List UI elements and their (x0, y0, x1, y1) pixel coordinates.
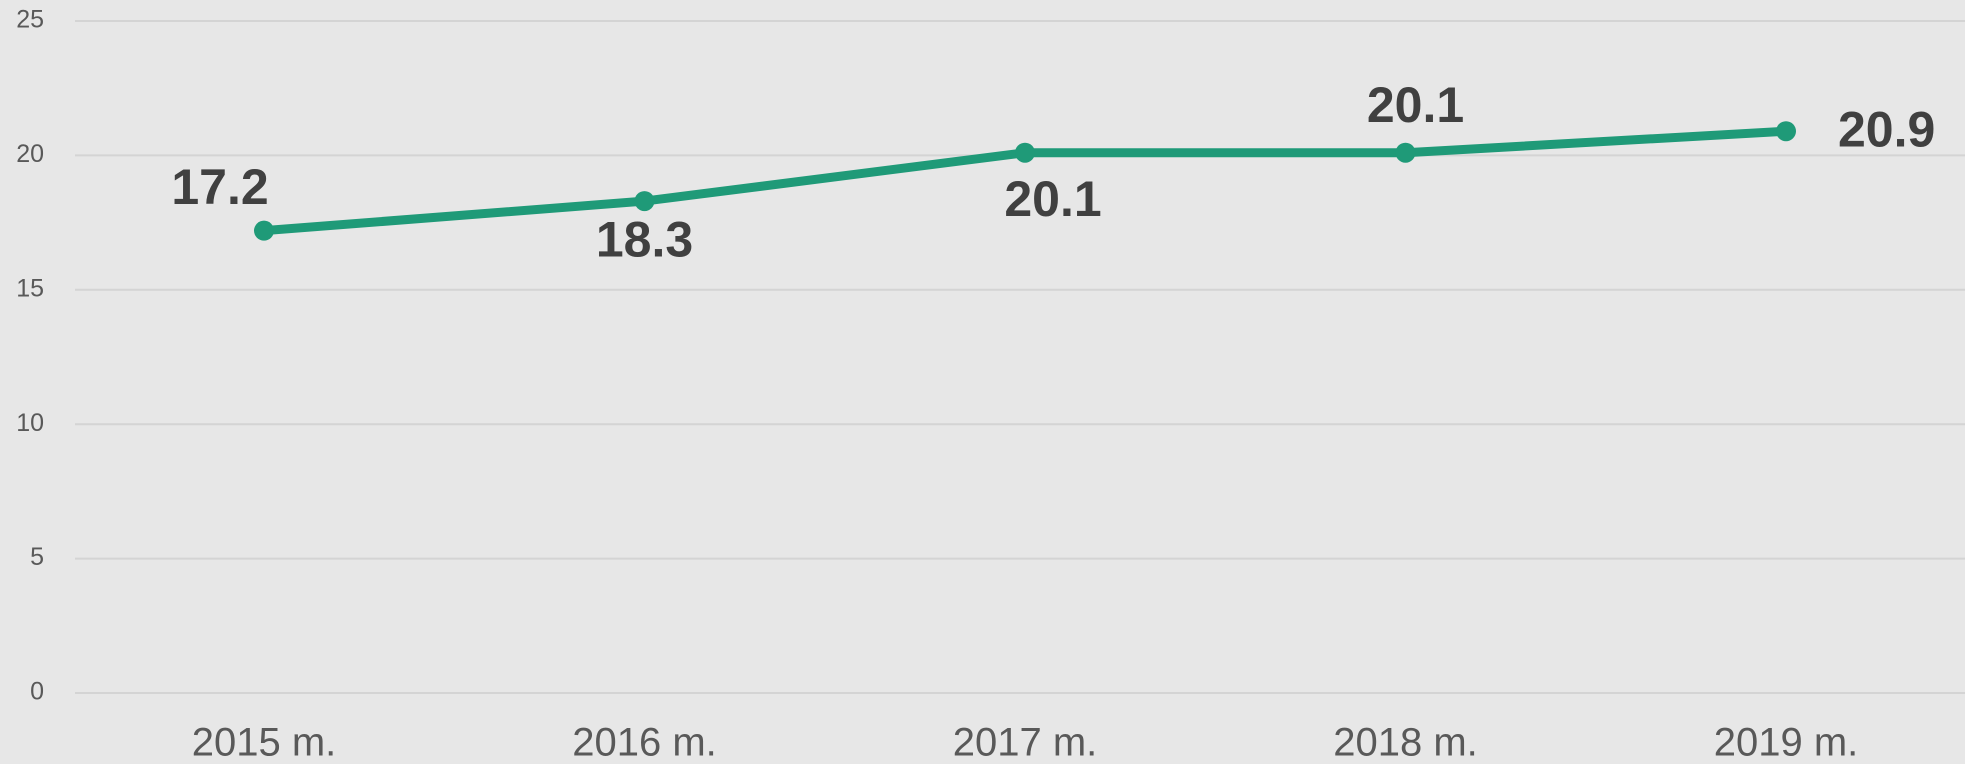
y-tick-label: 20 (16, 140, 44, 168)
x-tick-label: 2016 m. (572, 721, 717, 764)
point (254, 220, 274, 241)
point (1776, 121, 1796, 142)
y-tick-label: 0 (30, 678, 44, 706)
y-tick-label: 5 (30, 543, 44, 571)
x-tick-label: 2017 m. (953, 721, 1098, 764)
x-tick-label: 2018 m. (1333, 721, 1478, 764)
data-label: 18.3 (596, 211, 693, 267)
y-tick-label: 15 (16, 274, 44, 302)
x-tick-label: 2019 m. (1714, 721, 1859, 764)
point (1395, 142, 1416, 163)
data-label: 17.2 (171, 159, 268, 215)
data-label: 20.1 (1004, 171, 1101, 227)
data-label: 20.1 (1367, 77, 1464, 133)
y-tick-label: 10 (16, 409, 44, 437)
x-tick-label: 2015 m. (192, 721, 337, 764)
point (1015, 142, 1035, 163)
y-tick-label: 25 (16, 6, 44, 34)
point (634, 191, 655, 212)
data-label: 20.9 (1838, 101, 1935, 157)
